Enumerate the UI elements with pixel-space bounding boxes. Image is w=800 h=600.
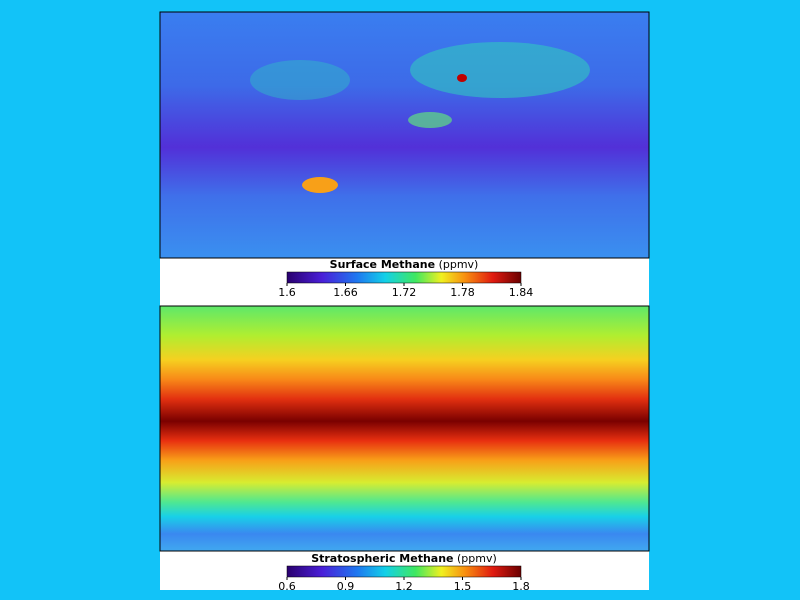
tick-label: 1.72 — [392, 286, 417, 299]
tick-label: 1.2 — [395, 580, 413, 593]
map-region — [457, 74, 467, 82]
tick-label: 0.9 — [337, 580, 355, 593]
stratospheric-map — [159, 305, 650, 552]
colorbar-title: Surface Methane (ppmv) — [330, 258, 479, 271]
title: Stratospheric Methane — [311, 552, 453, 565]
unit: (ppmv) — [439, 258, 479, 271]
tick-label: 1.8 — [512, 580, 530, 593]
colorbar-title: Stratospheric Methane (ppmv) — [311, 552, 497, 565]
title: Surface Methane — [330, 258, 435, 271]
tick-label: 1.78 — [450, 286, 475, 299]
tick-label: 1.5 — [454, 580, 472, 593]
tick-label: 1.6 — [278, 286, 296, 299]
tick-label: 0.6 — [278, 580, 296, 593]
map-region — [408, 112, 452, 128]
map-region — [250, 60, 350, 100]
map-region — [410, 42, 590, 98]
surface-map — [159, 11, 650, 259]
tick-label: 1.66 — [333, 286, 358, 299]
colorbar — [286, 565, 522, 578]
tick-label: 1.84 — [509, 286, 534, 299]
map-region — [302, 177, 338, 193]
unit: (ppmv) — [457, 552, 497, 565]
colorbar — [286, 271, 522, 284]
